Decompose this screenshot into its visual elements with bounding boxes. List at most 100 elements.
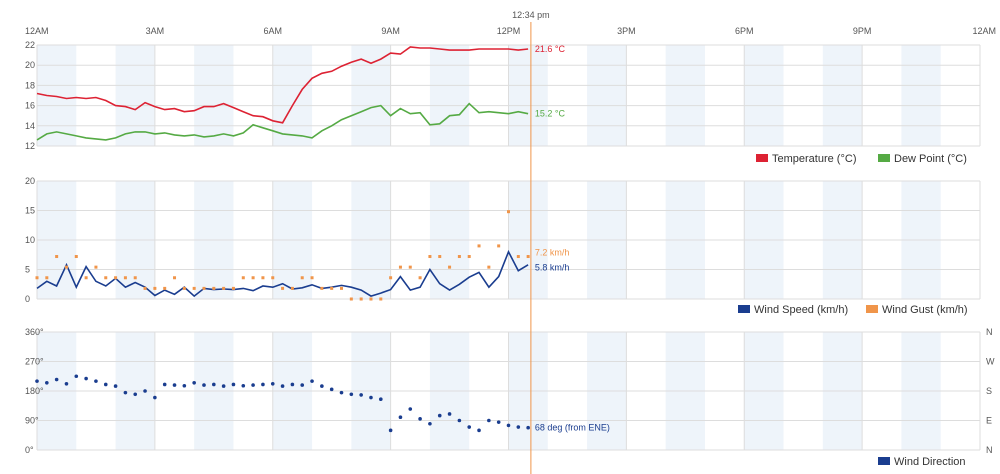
gust-point — [163, 286, 167, 290]
gust-point — [153, 286, 157, 290]
y-tick-label: 15 — [25, 206, 35, 216]
hour-band — [508, 45, 548, 146]
gust-point — [290, 286, 294, 290]
gust-point — [349, 297, 353, 301]
direction-point — [329, 387, 334, 392]
gust-point — [487, 265, 491, 269]
gust-point — [398, 265, 402, 269]
compass-tick-label: W — [986, 357, 995, 367]
current-value-label: 5.8 km/h — [535, 263, 570, 273]
direction-point — [162, 382, 167, 387]
gust-point — [457, 255, 461, 259]
legend-swatch — [756, 154, 768, 162]
direction-point — [496, 420, 501, 424]
direction-point — [192, 381, 196, 385]
gust-point — [389, 276, 393, 280]
direction-point — [113, 384, 118, 388]
hour-band — [272, 45, 313, 146]
direction-point — [94, 379, 98, 383]
direction-point — [182, 383, 187, 388]
gust-point — [379, 297, 383, 301]
direction-point — [447, 412, 452, 416]
legend-label: Wind Gust (km/h) — [882, 304, 968, 316]
y-tick-label: 0° — [25, 445, 34, 455]
direction-point — [251, 383, 255, 387]
y-tick-label: 5 — [25, 265, 30, 275]
hour-band — [822, 45, 863, 146]
gust-point — [114, 276, 118, 280]
direction-point — [231, 382, 236, 387]
direction-point — [202, 383, 206, 387]
y-tick-label: 10 — [25, 235, 35, 245]
compass-tick-label: N — [986, 327, 993, 337]
direction-point — [54, 377, 59, 382]
y-tick-label: 180° — [25, 386, 44, 396]
gust-point — [55, 255, 59, 259]
time-tick-label: 9PM — [853, 26, 872, 36]
gust-point — [359, 297, 363, 301]
time-tick-label: 6PM — [735, 26, 754, 36]
series-marks: 21.6 °C 15.2 °C 5.8 km/h 7.2 km/h 68 deg (fr… — [35, 44, 610, 433]
direction-point — [261, 382, 265, 387]
gridlines — [36, 44, 981, 451]
y-tick-label: 14 — [25, 121, 35, 131]
gust-point — [123, 276, 127, 280]
y-tick-label: 12 — [25, 141, 35, 151]
compass-tick-label: E — [986, 416, 992, 426]
time-tick-label: 12PM — [497, 26, 521, 36]
hour-band — [194, 45, 234, 146]
direction-point — [506, 423, 511, 428]
gust-point — [467, 255, 471, 259]
legend-swatch — [866, 305, 878, 313]
gust-point — [84, 276, 88, 280]
current-value-label: 15.2 °C — [535, 109, 566, 119]
direction-point — [300, 383, 305, 387]
compass-tick-label: S — [986, 386, 992, 396]
hour-band — [901, 45, 941, 146]
direction-point — [133, 392, 138, 397]
now-time-label: 12:34 pm — [512, 10, 550, 20]
gust-point — [507, 210, 510, 214]
gust-point — [133, 276, 137, 280]
gust-point — [340, 286, 344, 290]
gust-point — [35, 276, 39, 280]
direction-point — [369, 395, 373, 400]
legend-swatch — [738, 305, 750, 313]
current-time-marker: 12:34 pm — [512, 10, 550, 474]
hour-band — [665, 45, 705, 146]
direction-point — [516, 425, 521, 429]
direction-point — [526, 425, 530, 430]
legend-label: Temperature (°C) — [772, 153, 856, 165]
gust-point — [143, 286, 147, 290]
gust-point — [477, 244, 481, 248]
legend-swatch — [878, 457, 890, 465]
time-tick-label: 12AM — [25, 26, 49, 36]
y-tick-label: 16 — [25, 101, 35, 111]
direction-point — [349, 392, 354, 397]
direction-point — [457, 418, 462, 423]
y-tick-label: 0 — [25, 294, 30, 304]
y-tick-label: 18 — [25, 80, 35, 90]
hour-band — [744, 45, 784, 146]
gust-point — [241, 276, 245, 280]
direction-point — [172, 383, 177, 387]
gust-point — [202, 286, 206, 290]
gust-point — [320, 286, 324, 290]
direction-point — [310, 379, 314, 383]
direction-point — [388, 428, 393, 433]
direction-point — [477, 428, 481, 433]
legend-swatch — [878, 154, 890, 162]
gust-point — [212, 286, 216, 290]
direction-point — [212, 382, 216, 387]
gust-point — [64, 265, 68, 269]
direction-point — [467, 425, 472, 429]
gust-point — [428, 255, 432, 259]
hour-band — [115, 45, 155, 146]
legend-label: Dew Point (°C) — [894, 153, 967, 165]
y-tick-label: 90° — [25, 416, 39, 426]
gust-point — [173, 276, 177, 280]
gust-point — [310, 276, 314, 280]
legend-label: Wind Direction — [894, 456, 966, 468]
series-line — [36, 46, 529, 124]
